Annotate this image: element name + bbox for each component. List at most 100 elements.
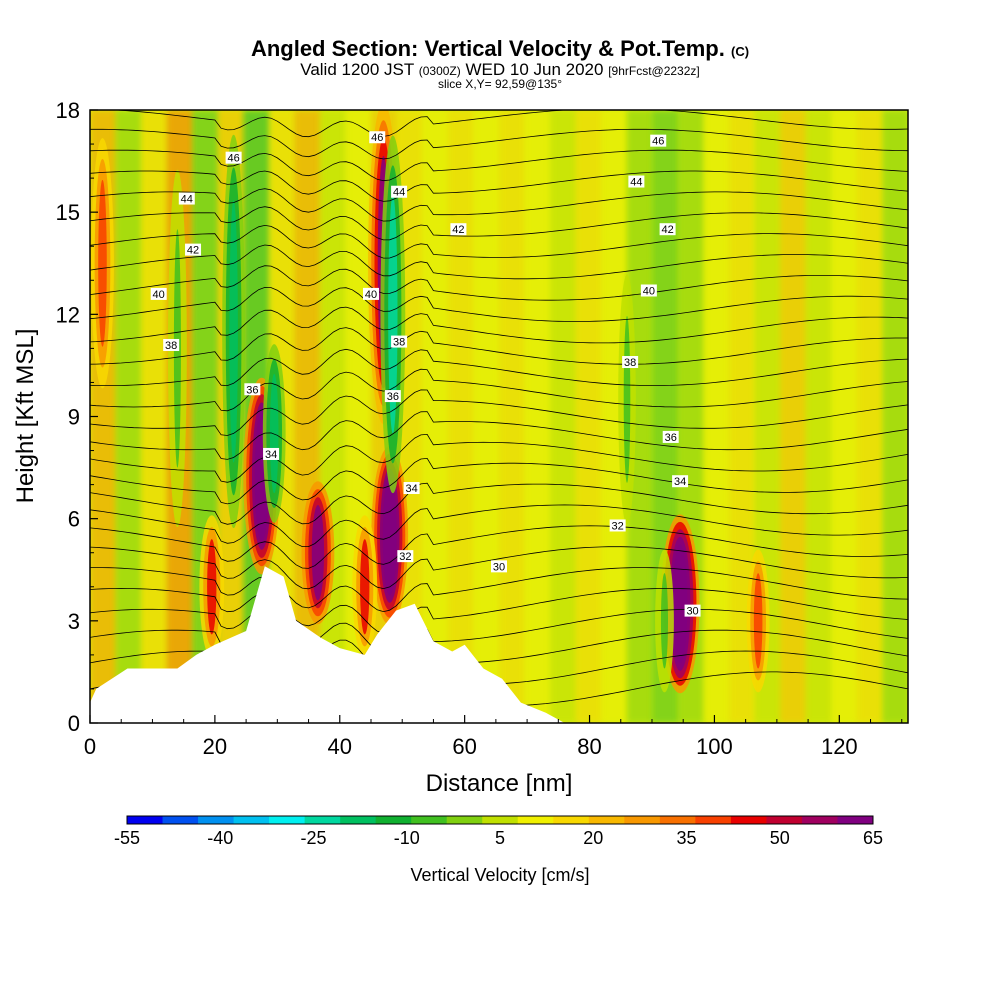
colorbar-swatch (588, 816, 625, 824)
theta-label-text: 44 (630, 177, 642, 189)
velocity-contour-band (753, 573, 763, 669)
theta-label: 30 (684, 604, 701, 618)
theta-label-bg (244, 383, 261, 396)
velocity-cell (222, 134, 246, 529)
velocity-band (831, 110, 858, 723)
velocity-cell (655, 549, 674, 693)
colorbar-swatch (127, 816, 164, 824)
colorbar-tick-label: 65 (863, 828, 883, 848)
velocity-band (499, 110, 526, 723)
x-axis: 0 20 40 60 80 100 120 (84, 715, 903, 759)
theta-label-bg (491, 560, 507, 573)
theta-contour-line (90, 546, 908, 590)
theta-label-text: 42 (187, 245, 199, 257)
x-tick-label: 80 (577, 734, 601, 759)
colorbar-tick-label: -10 (394, 828, 420, 848)
theta-contour-line (90, 389, 908, 436)
velocity-contour-band (98, 179, 107, 347)
y-tick-label: 0 (68, 711, 80, 736)
colorbar-frame (126, 815, 874, 825)
theta-label: 30 (491, 560, 507, 573)
theta-label-bg (369, 131, 386, 144)
colorbar-swatch (411, 816, 448, 824)
theta-label-bg (178, 192, 195, 205)
x-axis-label: Distance [nm] (426, 770, 573, 797)
theta-label-bg (622, 356, 639, 369)
theta-label-text: 34 (674, 476, 686, 488)
theta-label-text: 40 (365, 289, 377, 301)
theta-contour-line (90, 411, 908, 460)
theta-label: 44 (178, 192, 195, 206)
colorbar-swatch (162, 816, 199, 824)
valid-utc: (0300Z) (418, 64, 461, 78)
theta-contour-line (90, 457, 908, 505)
valid-time: Valid 1200 JST (300, 60, 414, 79)
theta-label-text: 36 (387, 391, 399, 403)
theta-contour-line (90, 286, 908, 322)
velocity-band (473, 110, 500, 723)
chart-title: Angled Section: Vertical Velocity & Pot.… (0, 36, 1000, 62)
velocity-cell (746, 549, 770, 693)
theta-label: 36 (244, 383, 261, 396)
theta-label-text: 36 (665, 432, 677, 444)
colorbar-swatch (517, 816, 554, 824)
y-tick-label: 18 (56, 98, 80, 123)
velocity-contour-band (360, 539, 370, 635)
colorbar-swatch (837, 816, 874, 824)
theta-contour-line (90, 433, 908, 483)
velocity-band (882, 110, 908, 723)
theta-contour-line (90, 244, 908, 280)
forecast-info: [9hrFcst@2232z] (608, 64, 700, 78)
theta-label-text: 46 (371, 132, 383, 144)
velocity-band (422, 110, 449, 723)
y-tick-label: 15 (56, 200, 80, 225)
colorbar-tick-label: -25 (300, 828, 326, 848)
theta-label: 38 (163, 338, 180, 352)
theta-contour-line (90, 567, 908, 613)
theta-label-text: 38 (165, 340, 177, 352)
theta-label: 34 (672, 475, 689, 488)
velocity-contour-band (207, 539, 217, 635)
velocity-band (780, 110, 807, 723)
theta-label: 32 (397, 550, 414, 563)
theta-label-bg (450, 223, 467, 236)
colorbar-swatch (659, 816, 696, 824)
velocity-features (91, 110, 770, 694)
theta-contour-line (90, 265, 908, 301)
theta-contour-line (90, 327, 908, 365)
theta-label: 40 (362, 287, 379, 301)
theta-contour-line (90, 348, 908, 387)
theta-label: 34 (263, 447, 280, 461)
theta-label: 42 (185, 243, 202, 257)
colorbar-tick-label: 35 (676, 828, 696, 848)
colorbar-swatch (375, 816, 412, 824)
theta-label-text: 42 (661, 224, 673, 236)
valid-date: WED 10 Jun 2020 (465, 60, 604, 79)
theta-label: 44 (628, 175, 645, 189)
theta-label-bg (362, 287, 379, 300)
y-tick-label: 9 (68, 405, 80, 430)
y-axis-label: Height [Kft MSL] (12, 329, 39, 504)
colorbar-swatch (482, 816, 519, 824)
colorbar-swatch (553, 816, 590, 824)
theta-label: 34 (403, 482, 420, 495)
theta-label-text: 32 (399, 551, 411, 563)
theta-label: 46 (225, 151, 242, 165)
theta-contour-line (90, 587, 908, 634)
theta-label-bg (397, 550, 414, 563)
colorbar-swatch (340, 816, 377, 824)
theta-label-text: 34 (265, 449, 277, 461)
theta-label: 46 (650, 134, 667, 148)
velocity-band (141, 110, 168, 723)
x-tick-label: 120 (821, 734, 858, 759)
colorbar-tick-label: 20 (583, 828, 603, 848)
colorbar-swatch (801, 816, 838, 824)
colorbar-swatch (446, 816, 483, 824)
theta-contour-line (90, 504, 908, 547)
title-main: Angled Section: Vertical Velocity & Pot.… (250, 36, 725, 61)
theta-contour-line (90, 170, 908, 202)
velocity-band (320, 110, 347, 723)
theta-label-text: 30 (686, 606, 698, 618)
theta-contour-line (90, 206, 908, 241)
x-tick-label: 20 (203, 734, 227, 759)
